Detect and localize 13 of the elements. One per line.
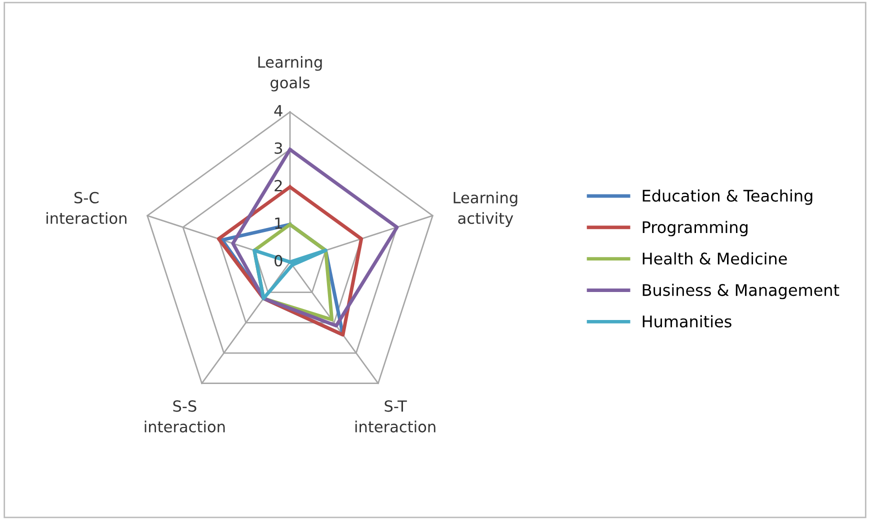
spoke-label: S-T interaction [355, 400, 436, 432]
spoke-label: S-S interaction [144, 400, 225, 432]
legend-label: Programming [642, 220, 748, 236]
spoke-label: Learning goals [258, 56, 322, 92]
y-tick-label: 2 [274, 180, 282, 192]
y-tick-label: 3 [274, 142, 282, 154]
legend-label: Humanities [642, 315, 732, 328]
spoke-label: Learning activity [454, 192, 518, 227]
legend-label: Education & Teaching [642, 189, 812, 205]
legend-label: Business & Management [642, 284, 840, 300]
y-tick-label: 4 [274, 105, 282, 116]
spoke-label: S-C interaction [46, 192, 126, 224]
legend-label: Health & Medicine [642, 252, 787, 265]
